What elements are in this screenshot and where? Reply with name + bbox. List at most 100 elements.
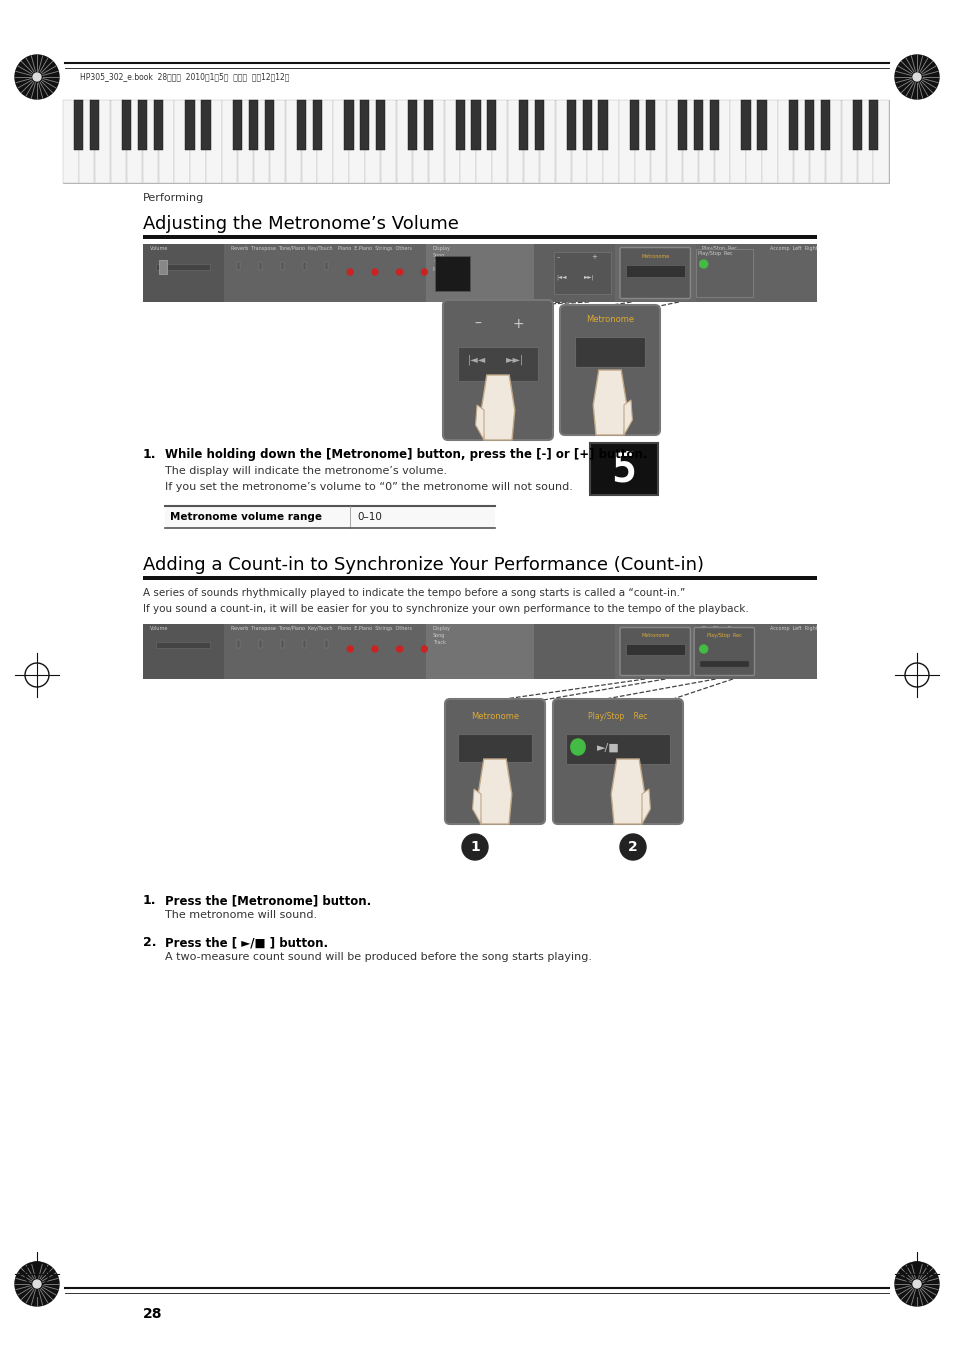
Bar bbox=[695, 245, 762, 303]
Bar bbox=[582, 100, 591, 150]
Text: 28: 28 bbox=[143, 1306, 162, 1321]
Circle shape bbox=[15, 1262, 59, 1306]
Bar bbox=[143, 624, 816, 680]
Bar bbox=[714, 100, 729, 182]
Bar bbox=[666, 100, 681, 182]
Bar bbox=[566, 100, 576, 150]
Bar bbox=[873, 100, 888, 182]
Bar bbox=[156, 263, 211, 270]
Bar bbox=[111, 100, 126, 182]
Text: If you set the metronome’s volume to “0” the metronome will not sound.: If you set the metronome’s volume to “0”… bbox=[165, 482, 572, 492]
Bar bbox=[332, 624, 426, 680]
Bar bbox=[165, 507, 495, 528]
Text: 1: 1 bbox=[470, 840, 479, 854]
Bar bbox=[435, 255, 469, 290]
Text: Play/Stop    Rec: Play/Stop Rec bbox=[588, 712, 647, 721]
Bar bbox=[74, 100, 84, 150]
Bar bbox=[788, 100, 798, 150]
Bar bbox=[457, 347, 537, 381]
Polygon shape bbox=[641, 789, 650, 824]
Bar bbox=[614, 245, 695, 303]
Bar bbox=[360, 100, 369, 150]
Bar bbox=[143, 245, 816, 303]
Bar bbox=[476, 100, 491, 182]
Bar bbox=[635, 100, 650, 182]
Bar bbox=[523, 100, 538, 182]
Text: Press the [Metronome] button.: Press the [Metronome] button. bbox=[165, 894, 371, 907]
Bar bbox=[122, 100, 131, 150]
Bar bbox=[534, 245, 614, 303]
Text: Piano  E.Piano  Strings  Others: Piano E.Piano Strings Others bbox=[338, 626, 412, 631]
Polygon shape bbox=[476, 405, 483, 440]
Polygon shape bbox=[472, 789, 480, 824]
Bar bbox=[158, 100, 173, 182]
Text: 1.: 1. bbox=[143, 449, 156, 461]
Circle shape bbox=[372, 646, 377, 653]
Bar bbox=[650, 100, 665, 182]
Polygon shape bbox=[623, 400, 632, 435]
Bar bbox=[237, 262, 240, 270]
Text: If you sound a count-in, it will be easier for you to synchronize your own perfo: If you sound a count-in, it will be easi… bbox=[143, 604, 748, 613]
Bar bbox=[762, 624, 816, 680]
Bar bbox=[143, 576, 816, 580]
Bar bbox=[867, 100, 877, 150]
Bar bbox=[793, 100, 808, 182]
Text: Song: Song bbox=[433, 634, 445, 638]
Bar bbox=[153, 100, 163, 150]
Text: Play/Stop  Rec: Play/Stop Rec bbox=[701, 246, 737, 251]
Bar bbox=[349, 100, 364, 182]
Polygon shape bbox=[593, 370, 626, 435]
Bar bbox=[253, 100, 269, 182]
Bar bbox=[233, 100, 242, 150]
Bar bbox=[265, 100, 274, 150]
Bar bbox=[156, 642, 211, 648]
Circle shape bbox=[571, 740, 584, 755]
Text: Reverb  Transpose  Tone/Piano  Key/Touch: Reverb Transpose Tone/Piano Key/Touch bbox=[231, 246, 332, 251]
Bar bbox=[614, 624, 695, 680]
Bar bbox=[281, 262, 284, 270]
Text: +: + bbox=[512, 317, 523, 331]
Text: ►/■: ►/■ bbox=[596, 743, 618, 753]
Text: Track: Track bbox=[433, 259, 445, 265]
Circle shape bbox=[347, 646, 353, 653]
Bar bbox=[761, 100, 777, 182]
Bar bbox=[471, 100, 480, 150]
Bar bbox=[191, 100, 206, 182]
Text: 2.: 2. bbox=[143, 936, 156, 948]
Bar bbox=[137, 100, 147, 150]
Bar bbox=[375, 100, 385, 150]
Bar bbox=[693, 100, 702, 150]
Bar bbox=[426, 245, 534, 303]
Bar bbox=[79, 100, 94, 182]
Circle shape bbox=[15, 55, 59, 99]
Bar bbox=[63, 100, 888, 182]
FancyBboxPatch shape bbox=[619, 627, 690, 676]
Bar bbox=[804, 100, 813, 150]
Bar bbox=[224, 624, 332, 680]
Text: Performing: Performing bbox=[143, 193, 204, 203]
Bar bbox=[365, 100, 380, 182]
Bar bbox=[325, 640, 328, 648]
Text: Volume: Volume bbox=[150, 626, 168, 631]
Bar bbox=[645, 100, 655, 150]
Text: Metronome: Metronome bbox=[471, 712, 518, 721]
Bar bbox=[730, 100, 745, 182]
Bar bbox=[174, 100, 190, 182]
Circle shape bbox=[33, 73, 41, 81]
Bar bbox=[762, 245, 816, 303]
Text: Accomp  Left  Right: Accomp Left Right bbox=[769, 626, 817, 631]
Circle shape bbox=[912, 73, 920, 81]
Bar bbox=[91, 100, 99, 150]
Bar bbox=[571, 100, 586, 182]
Circle shape bbox=[461, 834, 488, 861]
Bar bbox=[709, 100, 719, 150]
Bar bbox=[698, 100, 713, 182]
Bar bbox=[423, 100, 433, 150]
Bar bbox=[695, 624, 762, 680]
Text: Metronome: Metronome bbox=[585, 315, 634, 324]
Bar bbox=[408, 100, 416, 150]
Bar bbox=[745, 100, 760, 182]
Circle shape bbox=[396, 646, 402, 653]
Text: Reverb  Transpose  Tone/Piano  Key/Touch: Reverb Transpose Tone/Piano Key/Touch bbox=[231, 626, 332, 631]
Bar bbox=[206, 100, 221, 182]
